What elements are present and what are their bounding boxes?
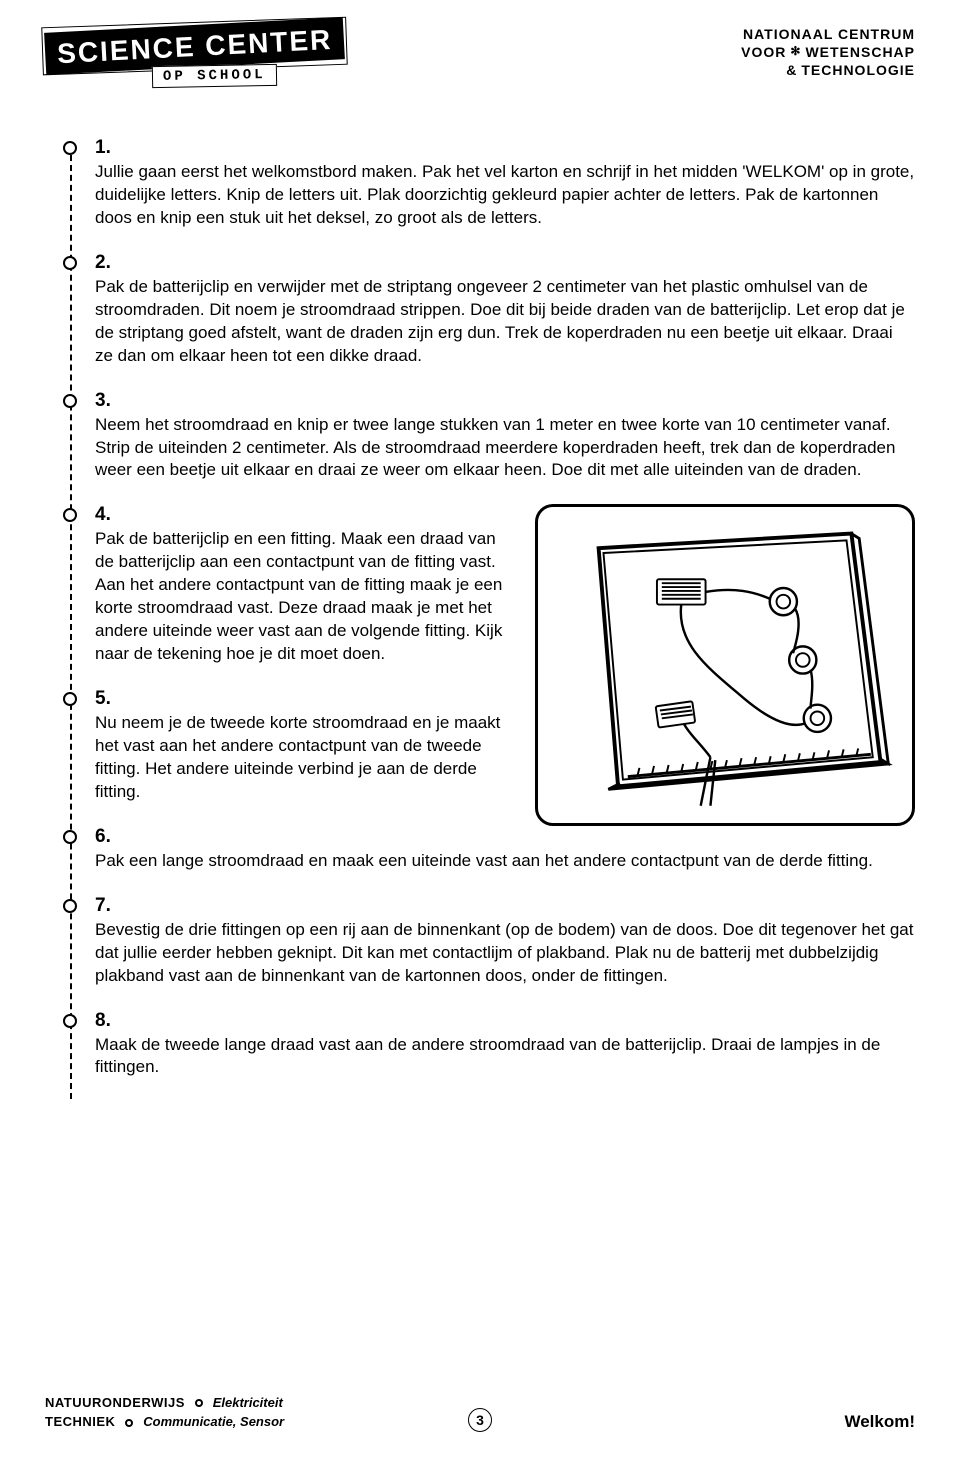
footer-row-2: TECHNIEK Communicatie, Sensor	[45, 1412, 284, 1432]
bullet-icon	[125, 1419, 133, 1427]
step-7: 7. Bevestig de drie fittingen op een rij…	[95, 895, 915, 988]
step-6: 6. Pak een lange stroomdraad en maak een…	[95, 826, 915, 873]
step-marker	[63, 692, 77, 706]
step-number: 5.	[95, 688, 505, 710]
step-marker	[63, 830, 77, 844]
lesson-title: Welkom!	[844, 1412, 915, 1432]
illustration-wrapper	[535, 504, 915, 826]
step-marker	[63, 141, 77, 155]
step-text: Nu neem je de tweede korte stroomdraad e…	[95, 712, 505, 804]
step-1: 1. Jullie gaan eerst het welkomstbord ma…	[95, 137, 915, 230]
step-2: 2. Pak de batterijclip en verwijder met …	[95, 252, 915, 368]
logo-block: SCIENCE CENTER OP SCHOOL	[45, 25, 344, 87]
step-text: Bevestig de drie fittingen op een rij aa…	[95, 919, 915, 988]
step-marker	[63, 256, 77, 270]
step-number: 1.	[95, 137, 915, 159]
step-marker	[63, 394, 77, 408]
circuit-box-svg	[550, 519, 900, 811]
timeline-line	[70, 145, 72, 1099]
steps-4-5-wrapper: 4. Pak de batterijclip en een fitting. M…	[95, 504, 915, 803]
circuit-illustration	[535, 504, 915, 826]
step-marker	[63, 899, 77, 913]
step-marker	[63, 508, 77, 522]
step-number: 2.	[95, 252, 915, 274]
step-marker	[63, 1014, 77, 1028]
step-text: Maak de tweede lange draad vast aan de a…	[95, 1034, 915, 1080]
step-number: 3.	[95, 390, 915, 412]
page: SCIENCE CENTER OP SCHOOL NATIONAAL CENTR…	[0, 0, 960, 1457]
page-number: 3	[468, 1408, 492, 1432]
footer-subjects: NATUURONDERWIJS Elektriciteit TECHNIEK C…	[45, 1393, 284, 1432]
page-header: SCIENCE CENTER OP SCHOOL NATIONAAL CENTR…	[45, 25, 915, 87]
step-text: Jullie gaan eerst het welkomstbord maken…	[95, 161, 915, 230]
step-3: 3. Neem het stroomdraad en knip er twee …	[95, 390, 915, 483]
step-4: 4. Pak de batterijclip en een fitting. M…	[95, 504, 505, 666]
step-text: Pak de batterijclip en verwijder met de …	[95, 276, 915, 368]
star-icon: ✻	[790, 44, 801, 60]
logo-sub: OP SCHOOL	[152, 64, 277, 88]
step-number: 6.	[95, 826, 915, 848]
step-number: 8.	[95, 1010, 915, 1032]
step-text: Neem het stroomdraad en knip er twee lan…	[95, 414, 915, 483]
step-5: 5. Nu neem je de tweede korte stroomdraa…	[95, 688, 505, 804]
step-text: Pak de batterijclip en een fitting. Maak…	[95, 528, 505, 666]
step-8: 8. Maak de tweede lange draad vast aan d…	[95, 1010, 915, 1080]
content-area: 1. Jullie gaan eerst het welkomstbord ma…	[45, 137, 915, 1079]
step-number: 7.	[95, 895, 915, 917]
footer-row-1: NATUURONDERWIJS Elektriciteit	[45, 1393, 284, 1413]
step-text: Pak een lange stroomdraad en maak een ui…	[95, 850, 915, 873]
step-number: 4.	[95, 504, 505, 526]
organization-name: NATIONAAL CENTRUM VOOR ✻ WETENSCHAP & TE…	[741, 25, 915, 80]
org-line2: VOOR ✻ WETENSCHAP	[741, 43, 915, 61]
page-footer: NATUURONDERWIJS Elektriciteit TECHNIEK C…	[45, 1393, 915, 1432]
bullet-icon	[195, 1399, 203, 1407]
org-line3: & TECHNOLOGIE	[741, 61, 915, 79]
org-line1: NATIONAAL CENTRUM	[741, 25, 915, 43]
